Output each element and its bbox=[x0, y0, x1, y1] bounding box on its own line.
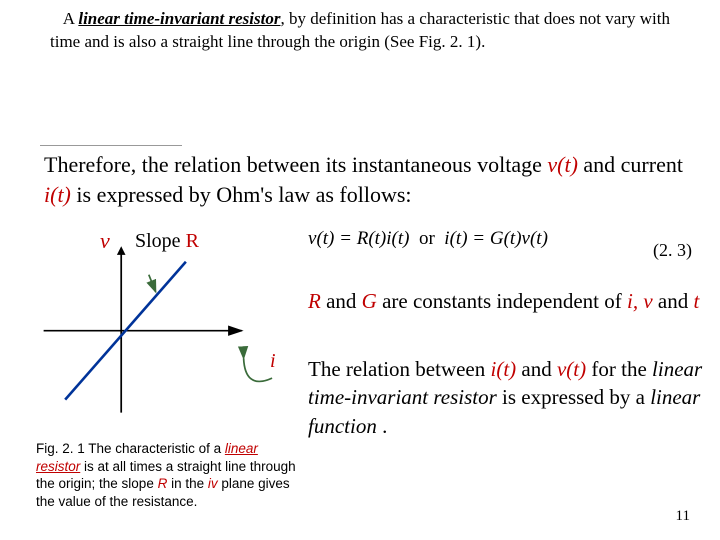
cap-iv: iv bbox=[208, 476, 218, 491]
figure-caption: Fig. 2. 1 The characteristic of a linear… bbox=[36, 440, 296, 510]
top-indent: A bbox=[50, 9, 78, 28]
top-paragraph: A linear time-invariant resistor, by def… bbox=[50, 8, 670, 54]
cap-a: Fig. 2. 1 The characteristic of a bbox=[36, 441, 225, 456]
main-b: and current bbox=[578, 152, 683, 177]
main-paragraph: Therefore, the relation between its inst… bbox=[44, 150, 684, 209]
slope-arrow-icon bbox=[149, 275, 156, 292]
main-it: i(t) bbox=[44, 182, 71, 207]
top-term: linear time-invariant resistor bbox=[78, 9, 280, 28]
rg-r: R bbox=[308, 289, 321, 313]
rel-e: . bbox=[377, 414, 388, 438]
rel-d: is expressed by a bbox=[497, 385, 650, 409]
rg-t: t bbox=[693, 289, 699, 313]
rg-paragraph: R and G are constants independent of i, … bbox=[308, 288, 708, 315]
rg-mid2: are constants independent of bbox=[377, 289, 627, 313]
main-c: is expressed by Ohm's law as follows: bbox=[71, 182, 412, 207]
cap-r: R bbox=[158, 476, 168, 491]
rg-g: G bbox=[362, 289, 377, 313]
rg-mid3: and bbox=[653, 289, 694, 313]
rel-b: and bbox=[516, 357, 557, 381]
relation-paragraph: The relation between i(t) and v(t) for t… bbox=[308, 355, 708, 440]
rg-iv: i, v bbox=[627, 289, 653, 313]
rel-vt: v(t) bbox=[557, 357, 586, 381]
formula: v(t) = R(t)i(t) or i(t) = G(t)v(t) bbox=[308, 228, 548, 250]
main-a: Therefore, the relation between its inst… bbox=[44, 152, 547, 177]
y-axis-arrow-icon bbox=[117, 246, 126, 255]
rel-c: for the bbox=[586, 357, 652, 381]
divider-line bbox=[40, 145, 182, 146]
i-curve-arrow-icon bbox=[244, 358, 272, 381]
equation-number: (2. 3) bbox=[653, 240, 692, 261]
rel-it: i(t) bbox=[491, 357, 517, 381]
cap-c: in the bbox=[167, 476, 208, 491]
rg-mid1: and bbox=[321, 289, 362, 313]
page-number: 11 bbox=[676, 508, 690, 525]
main-vt: v(t) bbox=[547, 152, 578, 177]
rel-a: The relation between bbox=[308, 357, 491, 381]
resistor-figure bbox=[35, 235, 285, 435]
